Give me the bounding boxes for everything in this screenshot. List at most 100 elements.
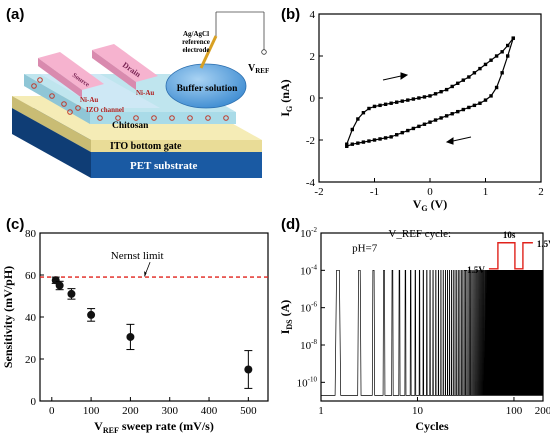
data-point: [372, 138, 377, 142]
data-point: [489, 58, 493, 62]
reverse-sweep-line: [346, 37, 514, 147]
data-point: [422, 95, 427, 99]
proton-dots: [31, 77, 229, 121]
data-point: [417, 96, 421, 100]
data-point: [422, 122, 427, 126]
x-tick-label: -1: [370, 186, 379, 198]
drain-electrode-top: [92, 44, 158, 82]
ito-left-side: [12, 96, 91, 152]
inset-v-low: -1.5V: [464, 265, 485, 275]
data-point: [500, 50, 504, 54]
x-axis-label: Cycles: [415, 419, 449, 433]
data-point: [489, 94, 493, 98]
data-point: [361, 140, 366, 144]
vref-cycle-label: V_REF cycle:: [388, 228, 451, 240]
data-point: [378, 137, 382, 141]
y-axis-label: Sensitivity (mV/pH): [1, 266, 15, 368]
reference-electrode-rod: [199, 35, 218, 69]
electrode-label-line2: reference: [182, 38, 210, 46]
data-point: [444, 87, 449, 92]
data-point: [55, 281, 64, 290]
x-tick-label: 200: [122, 405, 139, 417]
y-tick-label: 10-2: [300, 226, 317, 240]
data-point: [406, 98, 410, 102]
data-point: [345, 144, 349, 148]
x-tick-label: 0: [49, 405, 55, 417]
data-point: [383, 102, 388, 106]
ito-front: [91, 140, 262, 152]
sensitivity-chart: (c) 0 100 200 300 400 500 0 20 40 60 80 Nernst lim…: [1, 216, 269, 435]
data-point: [439, 90, 443, 94]
data-point: [400, 130, 404, 135]
data-point: [478, 101, 482, 105]
panel-c-chart: (c) 0 100 200 300 400 500 0 20 40 60 80 Nernst lim…: [0, 215, 275, 439]
y-tick-label: 40: [25, 312, 37, 324]
data-point: [461, 107, 465, 112]
y-tick-label: 60: [25, 270, 37, 282]
pet-left-side: [12, 108, 91, 178]
ni-au-left-label: Ni-Au: [80, 96, 98, 104]
data-point: [356, 141, 360, 145]
panel-c-label: (c): [6, 216, 24, 233]
source-electrode-side: [38, 58, 82, 98]
electrode-label-line3: electrode: [182, 46, 209, 54]
izo-channel-label: IZO channel: [86, 106, 124, 114]
data-point: [472, 71, 477, 75]
y-tick-label: 10-10: [297, 375, 318, 389]
data-point: [478, 66, 482, 71]
data-point: [467, 75, 471, 79]
data-point: [428, 120, 432, 124]
data-point: [367, 139, 371, 143]
ph-annotation: pH=7: [352, 243, 378, 255]
vref-terminal: [261, 49, 267, 55]
data-point: [406, 128, 410, 133]
data-point: [389, 135, 393, 139]
x-tick-label: 400: [201, 405, 218, 417]
data-point: [350, 142, 354, 146]
y-tick-label: 10-8: [300, 338, 317, 352]
data-point: [456, 109, 460, 114]
data-point: [494, 54, 499, 58]
inset-time-off: 1s: [515, 272, 524, 282]
x-tick-label: 300: [161, 405, 178, 417]
data-point: [450, 112, 454, 116]
inset-time-on: 10s: [503, 230, 516, 240]
y-axis-label: IDS (A): [278, 300, 294, 335]
panel-b-chart: (b) -2 -1 0 1 2 -4 -2 0 2 4 VG (V) IG (nA): [275, 0, 550, 215]
data-point: [467, 105, 471, 110]
plot-frame: [318, 13, 542, 183]
x-tick-label: 1: [318, 405, 324, 417]
data-point: [400, 99, 404, 103]
data-point: [345, 142, 349, 146]
panel-d-label: (d): [281, 216, 300, 233]
x-tick-label: 1: [483, 186, 489, 198]
data-point: [126, 332, 135, 341]
forward-sweep-line: [346, 37, 514, 145]
x-tick-label: 10: [412, 405, 424, 417]
ids-pulse-train: [321, 269, 544, 396]
sweep-arrows: [382, 72, 472, 145]
data-point: [411, 126, 416, 131]
x-tick-label: 100: [506, 405, 523, 417]
data-point: [506, 43, 510, 48]
data-point: [395, 100, 399, 104]
x-tick-label: 100: [83, 405, 100, 417]
x-tick-label: 0: [427, 186, 433, 198]
data-point: [361, 111, 366, 115]
data-point: [356, 117, 360, 121]
data-point: [67, 289, 76, 298]
data-point: [244, 365, 253, 374]
data-point: [367, 106, 371, 111]
y-tick-label: 10-4: [300, 263, 317, 277]
drain-electrode-side: [92, 50, 136, 90]
panel-d-chart: (d) 1 10 100 200 10-10 10-8 10-6 10-4 10-2 pH=7 …: [275, 215, 550, 439]
y-tick-label: 20: [25, 354, 37, 366]
data-point: [483, 62, 488, 67]
data-point: [433, 118, 438, 122]
panel-b-label: (b): [281, 6, 300, 23]
x-tick-label: 200: [535, 405, 550, 417]
y-axis-label: IG (nA): [278, 79, 294, 116]
data-point: [389, 101, 393, 105]
